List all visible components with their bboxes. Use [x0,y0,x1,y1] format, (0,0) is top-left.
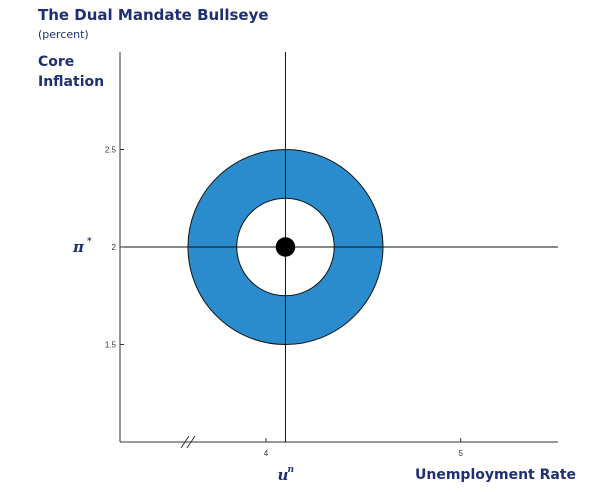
u-n-label: u [277,466,288,484]
x-axis-title: Unemployment Rate [415,467,577,483]
y-axis-title: Core Inflation [38,54,105,90]
x-tick-label: 5 [458,449,463,458]
target-point [275,237,296,257]
x-axis-break-mark [180,435,196,449]
y-tick-label: 1.5 [105,341,117,350]
marker-layer: π * u n [72,237,296,484]
chart-subtitle: (percent) [38,28,89,41]
pi-star-label: π [72,238,85,256]
y-tick-label: 2.5 [105,146,117,155]
u-n-superscript: n [287,465,294,475]
y-tick-label: 2 [112,243,117,252]
pi-star-superscript: * [87,237,92,247]
x-tick-label: 4 [264,449,269,458]
tick-layer: 2.5 2 1.5 4 5 [105,146,464,459]
chart-title: The Dual Mandate Bullseye [38,6,269,24]
